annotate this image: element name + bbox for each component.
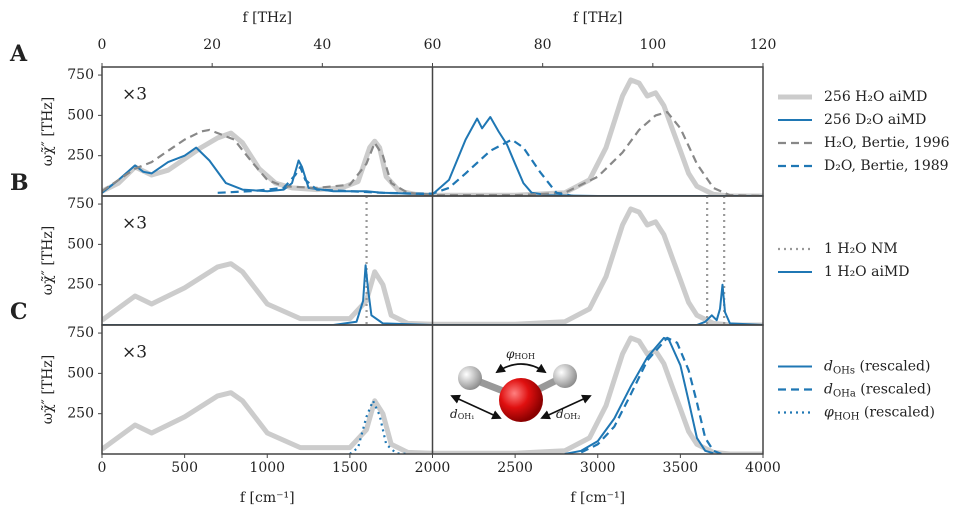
x-tick-label: 2500 (497, 460, 533, 476)
y-axis-label: ωχ̃″ [THz] (40, 97, 56, 166)
legend-label-part: φ (824, 405, 834, 421)
legend-label: 256 D₂O aiMD (824, 112, 926, 128)
oxygen-atom (499, 378, 543, 422)
legend-label-part: d (824, 359, 833, 375)
x-tick-label: 2000 (415, 460, 451, 476)
y-tick-label: 750 (67, 196, 94, 212)
legend-label: 1 H₂O NM (824, 241, 898, 257)
y-axis-label: ωχ̃″ [THz] (40, 355, 56, 424)
panel-label: C (10, 299, 28, 325)
scale-note: ×3 (122, 343, 147, 363)
legend-label: dOHa (rescaled) (824, 382, 931, 400)
y-tick-label: 750 (67, 67, 94, 83)
spectrum-line (349, 399, 408, 454)
x2-axis-label: f [THz] (573, 10, 622, 26)
legend-label-part: OHa (833, 388, 856, 399)
spectrum-line (102, 264, 763, 325)
angle-arrow (495, 363, 547, 374)
hydrogen-atom (458, 366, 482, 390)
x-tick-label: 0 (98, 460, 107, 476)
spectrum-line (102, 111, 763, 196)
annotation: φHOH (506, 347, 535, 362)
legend-label: D₂O, Bertie, 1989 (824, 158, 949, 174)
x-tick-label: 3500 (663, 460, 699, 476)
y-axis-label: ωχ̃″ [THz] (40, 226, 56, 295)
panel-label: A (9, 41, 28, 67)
panel-label: B (10, 170, 29, 196)
x-axis-label: f [cm⁻¹] (240, 490, 295, 506)
annotation: dOH₁ (450, 407, 474, 422)
y-tick-label: 500 (67, 236, 94, 252)
y-tick-label: 500 (67, 365, 94, 381)
legend-label-part: (rescaled) (856, 382, 931, 398)
x2-tick-label: 100 (639, 37, 666, 53)
annotation: dOH₂ (556, 407, 580, 422)
legend-label-part: (rescaled) (855, 359, 930, 375)
x-axis-label: f [cm⁻¹] (570, 490, 625, 506)
legend-label-part: d (824, 382, 833, 398)
x2-tick-label: 20 (203, 37, 221, 53)
bond-arrow (540, 394, 592, 420)
legend-label: φHOH (rescaled) (824, 405, 935, 423)
y-tick-label: 250 (67, 406, 94, 422)
scale-note: ×3 (122, 214, 147, 234)
molecule-diagram: φHOH dOH₁ dOH₂ (450, 347, 592, 422)
y-tick-label: 250 (67, 148, 94, 164)
y-tick-label: 750 (67, 325, 94, 341)
x-tick-label: 1500 (332, 460, 368, 476)
legend-label: 256 H₂O aiMD (824, 89, 927, 105)
x2-tick-label: 40 (313, 37, 331, 53)
y-tick-label: 250 (67, 277, 94, 293)
x2-tick-label: 60 (424, 37, 442, 53)
spectrum-line (564, 336, 714, 454)
x2-tick-label: 0 (98, 37, 107, 53)
x-tick-label: 3000 (580, 460, 616, 476)
legend-label: H₂O, Bertie, 1996 (824, 135, 950, 151)
x-tick-label: 500 (171, 460, 198, 476)
spectrum-line (217, 138, 574, 196)
legend-label-part: OHs (833, 365, 855, 376)
legend-label-part: (rescaled) (859, 405, 934, 421)
bond-arrow (450, 394, 502, 420)
legend-label-part: HOH (834, 411, 860, 422)
hydrogen-atom (553, 364, 577, 388)
legend-label: dOHs (rescaled) (824, 359, 930, 377)
y-tick-label: 500 (67, 107, 94, 123)
x2-tick-label: 80 (534, 37, 552, 53)
scale-note: ×3 (122, 85, 147, 105)
spectrum-line (102, 116, 763, 196)
x2-tick-label: 120 (750, 37, 777, 53)
x-tick-label: 4000 (745, 460, 781, 476)
spectrum-line (102, 335, 763, 454)
x-tick-label: 1000 (249, 460, 285, 476)
legend-label: 1 H₂O aiMD (824, 264, 910, 280)
x2-axis-label: f [THz] (243, 10, 292, 26)
